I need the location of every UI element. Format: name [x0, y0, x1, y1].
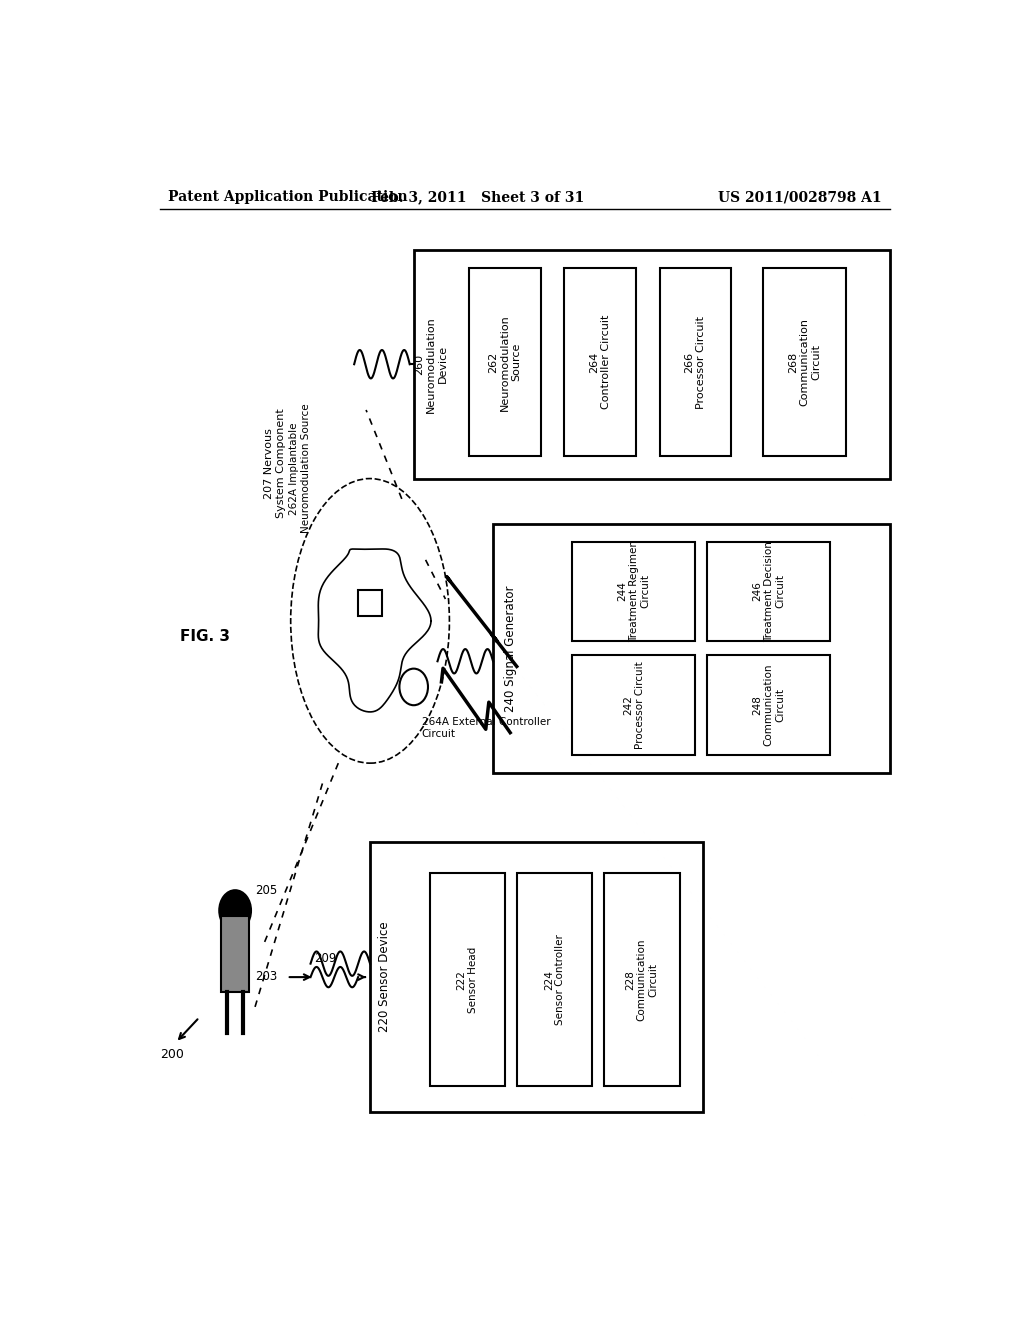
Text: FIG. 3: FIG. 3 — [179, 628, 229, 644]
Bar — [358, 590, 382, 615]
Text: 203: 203 — [255, 970, 278, 983]
Bar — [572, 541, 695, 642]
Bar — [430, 873, 505, 1086]
Bar — [414, 249, 890, 479]
Bar — [469, 268, 541, 457]
Text: 242
Processor Circuit: 242 Processor Circuit — [624, 661, 645, 748]
Bar — [494, 524, 890, 774]
Text: 264
Controller Circuit: 264 Controller Circuit — [590, 315, 611, 409]
Text: 266
Processor Circuit: 266 Processor Circuit — [685, 315, 707, 409]
Bar — [517, 873, 592, 1086]
Bar — [572, 656, 695, 755]
Text: 220 Sensor Device: 220 Sensor Device — [378, 921, 391, 1032]
Text: 262A Implantable
Neuromodulation Source: 262A Implantable Neuromodulation Source — [290, 404, 311, 533]
Bar — [604, 873, 680, 1086]
Bar — [221, 916, 250, 991]
Text: 222
Sensor Head: 222 Sensor Head — [457, 946, 478, 1012]
Text: 268
Communication
Circuit: 268 Communication Circuit — [787, 318, 821, 407]
Text: US 2011/0028798 A1: US 2011/0028798 A1 — [718, 190, 882, 205]
Text: 246
Treatment Decision
Circuit: 246 Treatment Decision Circuit — [753, 541, 785, 642]
Text: 264A External Controller
Circuit: 264A External Controller Circuit — [422, 718, 550, 739]
Bar — [370, 842, 703, 1111]
Text: 248
Communication
Circuit: 248 Communication Circuit — [753, 664, 785, 747]
Text: 260
Neuromodulation
Device: 260 Neuromodulation Device — [415, 315, 447, 413]
Text: Patent Application Publication: Patent Application Publication — [168, 190, 408, 205]
Bar — [564, 268, 636, 457]
Bar — [659, 268, 731, 457]
Bar — [708, 656, 830, 755]
Circle shape — [219, 890, 251, 931]
Text: 262
Neuromodulation
Source: 262 Neuromodulation Source — [488, 314, 521, 411]
Text: 209: 209 — [313, 952, 336, 965]
Text: 200: 200 — [160, 1048, 183, 1061]
Text: 244
Treatment Regimen
Circuit: 244 Treatment Regimen Circuit — [617, 540, 650, 643]
Text: 228
Communication
Circuit: 228 Communication Circuit — [626, 939, 658, 1020]
Text: 207 Nervous
System Component: 207 Nervous System Component — [264, 408, 286, 519]
Bar — [763, 268, 846, 457]
Text: Feb. 3, 2011   Sheet 3 of 31: Feb. 3, 2011 Sheet 3 of 31 — [371, 190, 584, 205]
Text: 224
Sensor Controller: 224 Sensor Controller — [544, 935, 565, 1026]
Text: 240 Signal Generator: 240 Signal Generator — [504, 586, 517, 711]
Text: 205: 205 — [255, 883, 278, 896]
Bar — [708, 541, 830, 642]
